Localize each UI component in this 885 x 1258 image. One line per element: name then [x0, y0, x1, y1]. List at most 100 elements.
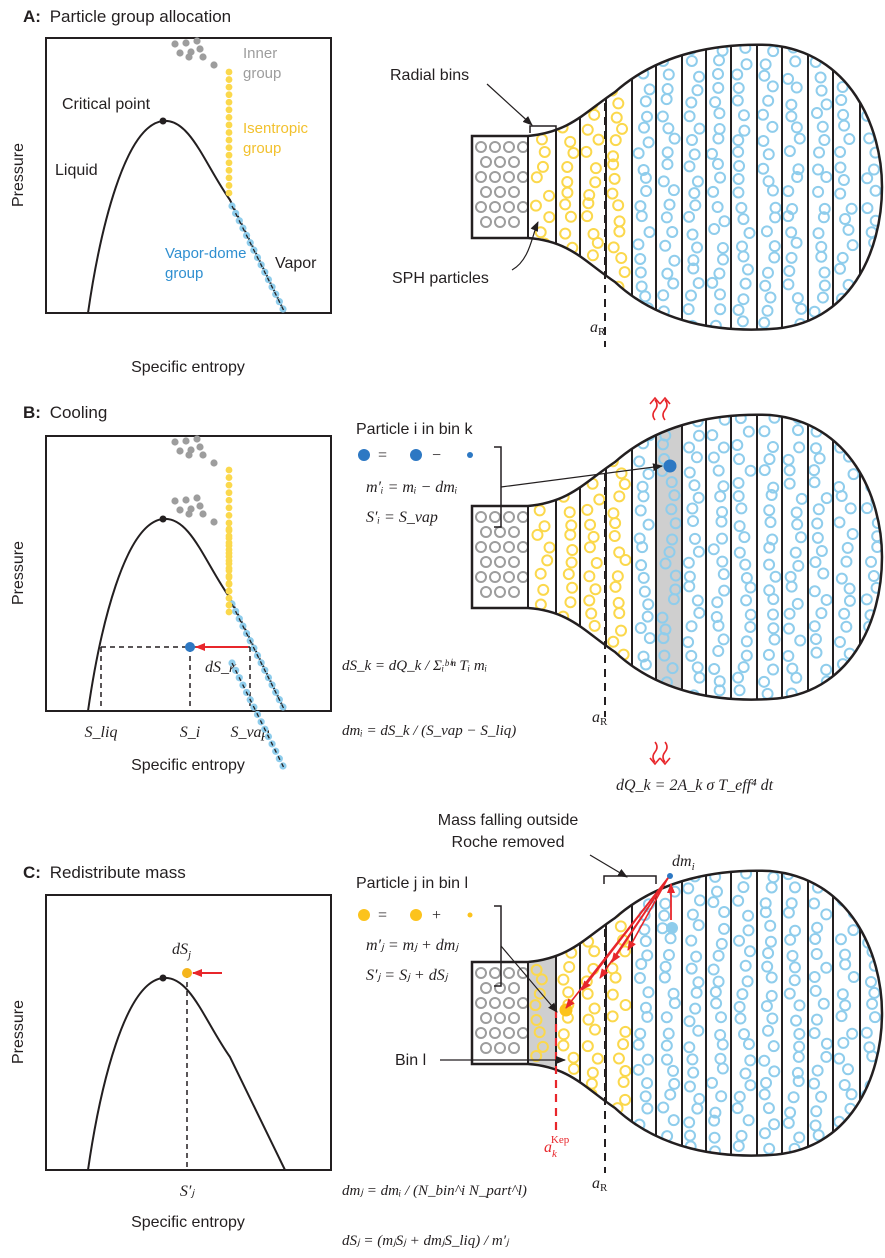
panel-c-pointer-arrow — [500, 945, 558, 1013]
sph-particle — [564, 265, 577, 278]
sph-particle — [768, 1118, 781, 1131]
sph-particle — [612, 199, 625, 212]
sph-particle — [634, 1027, 647, 1040]
sph-particle — [718, 906, 731, 919]
sph-particle — [820, 961, 833, 974]
sph-particle — [642, 136, 655, 149]
sph-particle — [618, 266, 631, 279]
sph-particle — [742, 924, 755, 937]
sph-particle — [561, 176, 574, 189]
sph-particle — [489, 201, 501, 213]
sph-particle — [690, 986, 703, 999]
sph-particle — [635, 280, 648, 293]
panel-b-eq-dot-2 — [410, 449, 422, 461]
isentropic-group-dot — [225, 151, 233, 159]
sph-particle — [820, 492, 833, 505]
sph-particle — [808, 1145, 821, 1156]
sph-particle — [489, 511, 501, 523]
sph-particle — [861, 302, 874, 315]
sph-particle — [586, 1066, 599, 1079]
sph-particle — [768, 1065, 781, 1078]
sph-particle — [741, 975, 754, 988]
sph-particle — [562, 568, 575, 581]
sph-particle — [686, 908, 699, 921]
inner-group-dot — [199, 53, 207, 61]
sph-particle — [637, 163, 650, 176]
panel-b-critical-point-dot — [159, 515, 167, 523]
inner-group-dot — [182, 496, 190, 504]
sph-particle — [733, 1000, 746, 1013]
sph-particle — [584, 881, 597, 894]
panel-c-particle-dot — [182, 968, 192, 978]
sph-particle — [517, 141, 529, 153]
sph-particle — [661, 267, 674, 280]
sph-particle — [667, 593, 680, 606]
sph-particle — [489, 997, 501, 1009]
sph-particle — [810, 107, 823, 120]
sph-particle — [503, 1027, 515, 1039]
sph-particle — [843, 306, 856, 319]
inner-group-dot — [193, 494, 201, 502]
sph-particle — [808, 464, 821, 477]
sph-particle — [744, 581, 757, 594]
sph-particle — [861, 202, 874, 215]
sph-particle — [635, 210, 648, 223]
sph-particle — [566, 466, 579, 479]
sph-particle — [659, 557, 672, 570]
sph-particle — [606, 661, 619, 674]
sph-particle — [581, 123, 594, 136]
sph-particle — [634, 200, 647, 213]
sph-particle — [489, 1027, 501, 1039]
sph-particle — [808, 1027, 821, 1040]
sph-particle — [740, 870, 753, 880]
sph-particle — [760, 1076, 773, 1089]
sph-particle — [820, 171, 833, 184]
sph-particle — [706, 147, 719, 160]
sph-particle — [793, 132, 806, 145]
sph-particle — [619, 1065, 632, 1078]
sph-particle — [656, 438, 669, 451]
sph-particle — [716, 555, 729, 568]
sph-particle — [583, 541, 596, 554]
sph-particle — [489, 141, 501, 153]
sph-particle — [538, 520, 551, 533]
panel-b-eq-dot-3 — [467, 452, 473, 458]
inner-group-dot — [171, 438, 179, 446]
isentropic-group-dot — [225, 68, 233, 76]
sph-particle — [767, 593, 780, 606]
sph-particle — [782, 278, 795, 291]
isentropic-group-dot — [225, 121, 233, 129]
sph-particle — [711, 158, 724, 171]
sph-particle — [669, 569, 682, 582]
sph-particle — [637, 650, 650, 663]
sph-particle — [738, 124, 751, 137]
sph-particle — [658, 909, 671, 922]
sph-particle — [737, 109, 750, 122]
sph-particle — [734, 1012, 747, 1025]
sph-particle — [567, 254, 580, 267]
sph-particle — [660, 1011, 673, 1024]
sph-particle — [581, 210, 594, 223]
sph-particle — [735, 201, 748, 214]
sph-particle — [768, 633, 781, 646]
panel-b-heat-arrow-bottom-2 — [662, 741, 668, 763]
sph-particle — [503, 967, 515, 979]
sph-particle — [865, 439, 878, 452]
sph-particle — [783, 987, 796, 1000]
sph-particle — [641, 1010, 654, 1023]
panel-a-radial-bins-bracket — [529, 125, 557, 133]
sph-particle — [789, 55, 802, 68]
sph-particle — [611, 570, 624, 583]
sph-particle — [687, 1066, 700, 1079]
sph-particle — [743, 945, 756, 958]
sph-particle — [529, 319, 542, 330]
sph-particle — [763, 453, 776, 466]
sph-particle — [818, 202, 831, 215]
panel-b-pointer-arrow — [500, 463, 663, 488]
inner-group-dot — [196, 502, 204, 510]
sph-particle — [687, 254, 700, 267]
sph-particle — [764, 919, 777, 932]
sph-particle — [538, 689, 551, 700]
sph-particle — [533, 908, 546, 921]
sph-particle — [534, 1127, 547, 1140]
